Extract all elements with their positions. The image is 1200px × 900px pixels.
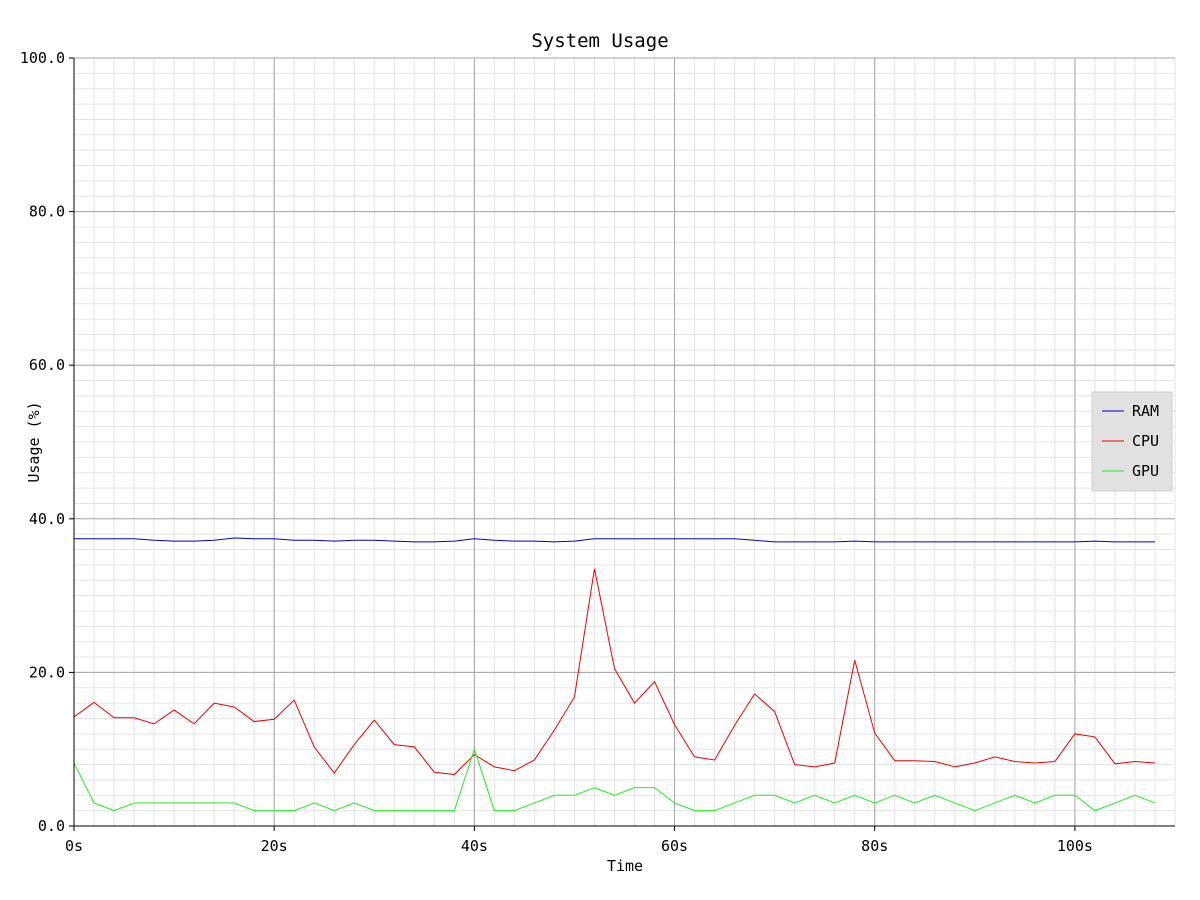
x-tick-label: 100s (1057, 837, 1093, 855)
x-tick-label: 80s (861, 837, 888, 855)
y-axis-ticks: 0.0 20.0 40.0 60.0 80.0 100.0 (20, 49, 74, 835)
y-tick-label: 0.0 (38, 817, 65, 835)
y-tick-label: 20.0 (29, 663, 65, 681)
y-tick-label: 100.0 (20, 49, 65, 67)
axes (73, 58, 1175, 827)
x-tick-label: 40s (461, 837, 488, 855)
x-tick-label: 60s (661, 837, 688, 855)
legend-label-gpu: GPU (1132, 462, 1159, 480)
y-tick-label: 80.0 (29, 203, 65, 221)
series-line-ram (74, 537, 1155, 543)
y-axis-label: Usage (%) (25, 401, 43, 482)
series-line-gpu (73, 747, 1156, 812)
y-tick-label: 40.0 (29, 510, 65, 528)
series-lines (73, 537, 1156, 812)
legend-label-ram: RAM (1132, 402, 1159, 420)
x-axis-ticks: 0s 20s 40s 60s 80s 100s (65, 826, 1093, 855)
chart-title: System Usage (531, 30, 668, 52)
x-axis-label: Time (607, 857, 643, 875)
series-line-cpu (73, 568, 1156, 776)
x-tick-label: 20s (261, 837, 288, 855)
legend: RAM CPU GPU (1091, 391, 1173, 492)
y-tick-label: 60.0 (29, 356, 65, 374)
legend-label-cpu: CPU (1132, 432, 1159, 450)
x-tick-label: 0s (65, 837, 83, 855)
